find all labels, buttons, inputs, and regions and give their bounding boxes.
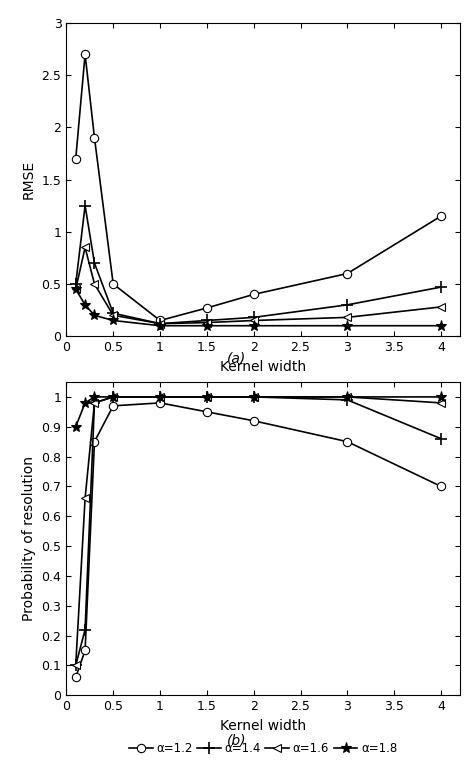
α=1.6 bbox=[91, 280, 97, 289]
Text: (b): (b) bbox=[227, 734, 247, 748]
α=1.2 bbox=[204, 303, 210, 312]
α=1.2 bbox=[157, 316, 163, 325]
α=1.8 bbox=[82, 300, 88, 309]
α=1.8 bbox=[204, 393, 210, 402]
Y-axis label: RMSE: RMSE bbox=[22, 160, 36, 199]
α=1.8 bbox=[251, 393, 256, 402]
α=1.6 bbox=[110, 311, 116, 320]
α=1.4 bbox=[438, 434, 444, 443]
α=1.4 bbox=[82, 201, 88, 210]
α=1.8 bbox=[82, 398, 88, 407]
α=1.4 bbox=[73, 280, 79, 289]
α=1.6 bbox=[73, 661, 79, 670]
α=1.4 bbox=[157, 393, 163, 402]
α=1.8 bbox=[251, 321, 256, 330]
α=1.2 bbox=[110, 280, 116, 289]
α=1.8 bbox=[345, 321, 350, 330]
α=1.6 bbox=[438, 398, 444, 407]
α=1.2 bbox=[73, 154, 79, 163]
α=1.4 bbox=[345, 300, 350, 309]
Legend: α=1.2, α=1.4, α=1.6, α=1.8: α=1.2, α=1.4, α=1.6, α=1.8 bbox=[129, 383, 397, 396]
α=1.6 bbox=[82, 243, 88, 252]
Line: α=1.4: α=1.4 bbox=[70, 391, 447, 671]
α=1.6 bbox=[73, 284, 79, 293]
α=1.4 bbox=[251, 393, 256, 402]
α=1.4 bbox=[91, 398, 97, 407]
α=1.2 bbox=[345, 437, 350, 446]
α=1.6 bbox=[345, 312, 350, 322]
Legend: α=1.2, α=1.4, α=1.6, α=1.8: α=1.2, α=1.4, α=1.6, α=1.8 bbox=[129, 742, 397, 755]
α=1.6 bbox=[251, 393, 256, 402]
α=1.2 bbox=[82, 50, 88, 59]
α=1.6 bbox=[82, 494, 88, 503]
α=1.8 bbox=[345, 393, 350, 402]
α=1.8 bbox=[73, 284, 79, 293]
α=1.6 bbox=[157, 393, 163, 402]
α=1.2 bbox=[345, 269, 350, 278]
α=1.8 bbox=[204, 321, 210, 330]
α=1.8 bbox=[110, 316, 116, 325]
α=1.2 bbox=[82, 646, 88, 655]
α=1.4 bbox=[91, 258, 97, 267]
α=1.8 bbox=[438, 393, 444, 402]
Line: α=1.2: α=1.2 bbox=[72, 399, 445, 681]
α=1.4 bbox=[110, 393, 116, 402]
α=1.4 bbox=[204, 393, 210, 402]
Line: α=1.6: α=1.6 bbox=[72, 243, 445, 328]
α=1.2 bbox=[91, 437, 97, 446]
Y-axis label: Probability of resolution: Probability of resolution bbox=[22, 456, 36, 621]
α=1.8 bbox=[110, 393, 116, 402]
α=1.4 bbox=[73, 661, 79, 670]
α=1.4 bbox=[251, 312, 256, 322]
α=1.4 bbox=[82, 625, 88, 634]
α=1.8 bbox=[91, 311, 97, 320]
α=1.2 bbox=[204, 407, 210, 416]
α=1.6 bbox=[204, 393, 210, 402]
α=1.2 bbox=[251, 416, 256, 426]
α=1.6 bbox=[157, 319, 163, 329]
X-axis label: Kernel width: Kernel width bbox=[220, 360, 306, 374]
α=1.2 bbox=[110, 401, 116, 410]
α=1.2 bbox=[438, 482, 444, 491]
α=1.2 bbox=[73, 673, 79, 682]
α=1.6 bbox=[438, 303, 444, 312]
α=1.8 bbox=[157, 321, 163, 330]
α=1.8 bbox=[157, 393, 163, 402]
α=1.8 bbox=[91, 393, 97, 402]
α=1.2 bbox=[157, 398, 163, 407]
Line: α=1.8: α=1.8 bbox=[70, 283, 447, 332]
α=1.4 bbox=[438, 283, 444, 292]
X-axis label: Kernel width: Kernel width bbox=[220, 719, 306, 733]
α=1.4 bbox=[345, 395, 350, 404]
α=1.2 bbox=[438, 212, 444, 221]
Line: α=1.8: α=1.8 bbox=[70, 391, 447, 432]
α=1.2 bbox=[91, 133, 97, 142]
α=1.2 bbox=[251, 290, 256, 299]
α=1.6 bbox=[345, 393, 350, 402]
Line: α=1.6: α=1.6 bbox=[72, 393, 445, 669]
α=1.6 bbox=[91, 398, 97, 407]
α=1.6 bbox=[204, 318, 210, 327]
α=1.6 bbox=[110, 393, 116, 402]
Line: α=1.4: α=1.4 bbox=[70, 200, 447, 329]
α=1.8 bbox=[438, 321, 444, 330]
α=1.4 bbox=[204, 316, 210, 325]
α=1.4 bbox=[157, 319, 163, 329]
α=1.6 bbox=[251, 316, 256, 325]
Line: α=1.2: α=1.2 bbox=[72, 50, 445, 325]
α=1.4 bbox=[110, 309, 116, 318]
α=1.8 bbox=[73, 422, 79, 432]
Text: (a): (a) bbox=[228, 352, 246, 366]
